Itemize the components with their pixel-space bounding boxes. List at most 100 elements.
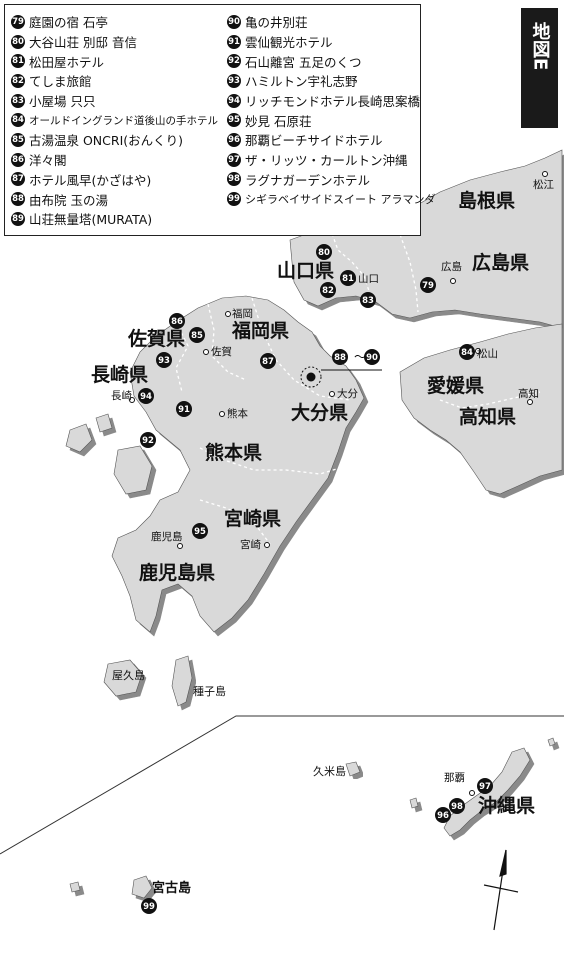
marker-95[interactable]: 95 <box>192 523 208 539</box>
svg-text:92: 92 <box>142 436 154 446</box>
pref-kumamoto: 熊本県 <box>205 441 262 464</box>
pref-saga: 佐賀県 <box>127 327 185 350</box>
city-nagasaki: 長崎 <box>111 389 132 402</box>
legend-item[interactable]: 91 雲仙観光ホテル <box>227 32 436 52</box>
legend-item[interactable]: 97 ザ・リッツ・カールトン沖縄 <box>227 150 436 170</box>
svg-text:86: 86 <box>171 317 183 327</box>
legend-name: オールドイングランド道後山の手ホテル <box>29 114 218 127</box>
marker-84[interactable]: 84 <box>459 344 475 360</box>
legend-name: ホテル風早(かざはや) <box>29 172 152 188</box>
pref-miyazaki: 宮崎県 <box>224 507 281 530</box>
legend-item[interactable]: 86 洋々閣 <box>11 150 218 170</box>
marker-86[interactable]: 86 <box>169 313 185 329</box>
yufuin-pointer: 〜 <box>300 350 382 388</box>
marker-80[interactable]: 80 <box>316 244 332 260</box>
legend-name: 古湯温泉 ONCRI(おんくり) <box>29 133 184 149</box>
svg-text:82: 82 <box>322 286 334 296</box>
legend-number: 95 <box>227 113 241 128</box>
legend-item[interactable]: 95 妙見 石原荘 <box>227 110 436 130</box>
legend-item[interactable]: 96 那覇ビーチサイドホテル <box>227 130 436 150</box>
marker-97[interactable]: 97 <box>477 778 493 794</box>
map-label: 地図E <box>529 22 551 71</box>
tanegashima-island <box>171 655 193 707</box>
legend-item[interactable]: 81 松田屋ホテル <box>11 51 218 71</box>
legend-column-right: 90 亀の井別荘 91 雲仙観光ホテル 92 石山離宮 五足のくつ 93 ハミルトン宇礼… <box>227 12 436 209</box>
marker-98[interactable]: 98 <box>449 798 465 814</box>
city-hiroshima: 広島 <box>441 260 462 273</box>
legend-name: リッチモンドホテル長崎思案橋 <box>245 94 421 110</box>
kumejima-island <box>345 761 361 777</box>
legend-item[interactable]: 93 ハミルトン宇礼志野 <box>227 71 436 91</box>
marker-90[interactable]: 90 <box>364 349 380 365</box>
okinawa-small-islets <box>69 737 556 893</box>
legend-item[interactable]: 83 小屋場 只只 <box>11 91 218 111</box>
legend-number: 81 <box>11 54 25 69</box>
legend-number: 86 <box>11 152 25 167</box>
legend-number: 82 <box>11 73 25 88</box>
marker-93[interactable]: 93 <box>156 352 172 368</box>
svg-text:84: 84 <box>461 348 473 358</box>
okinawa-inset-divider <box>0 715 564 855</box>
pref-hiroshima: 広島県 <box>472 251 529 274</box>
shikoku-landmass <box>399 323 563 495</box>
legend-name: ザ・リッツ・カールトン沖縄 <box>245 153 408 169</box>
legend-item[interactable]: 82 てしま旅館 <box>11 71 218 91</box>
marker-91[interactable]: 91 <box>176 401 192 417</box>
city-kagoshima: 鹿児島 <box>151 530 183 543</box>
legend-item[interactable]: 89 山荘無量塔(MURATA) <box>11 209 218 229</box>
legend-item[interactable]: 92 石山離宮 五足のくつ <box>227 51 436 71</box>
svg-text:88: 88 <box>334 353 346 363</box>
legend-item[interactable]: 79 庭園の宿 石亭 <box>11 12 218 32</box>
marker-82[interactable]: 82 <box>320 282 336 298</box>
svg-text:79: 79 <box>422 281 434 291</box>
legend-name: 山荘無量塔(MURATA) <box>29 212 153 228</box>
legend-item[interactable]: 98 ラグナガーデンホテル <box>227 170 436 190</box>
legend-column-left: 79 庭園の宿 石亭 80 大谷山荘 別邸 音信 81 松田屋ホテル 82 てしま旅館 … <box>11 12 218 229</box>
svg-text:97: 97 <box>479 782 491 792</box>
city-saga: 佐賀 <box>211 345 232 358</box>
legend-name: ラグナガーデンホテル <box>245 172 371 188</box>
pref-okinawa: 沖縄県 <box>478 794 535 817</box>
marker-87[interactable]: 87 <box>260 353 276 369</box>
pref-oita: 大分県 <box>291 401 348 424</box>
marker-83[interactable]: 83 <box>360 292 376 308</box>
city-oita: 大分 <box>337 387 358 400</box>
legend-name: 庭園の宿 石亭 <box>29 15 108 31</box>
island-tanegashima: 種子島 <box>193 684 226 698</box>
legend-item[interactable]: 99 シギラベイサイドスイート アラマンダ <box>227 189 436 209</box>
marker-79[interactable]: 79 <box>420 277 436 293</box>
marker-88[interactable]: 88 <box>332 349 348 365</box>
marker-99[interactable]: 99 <box>141 898 157 914</box>
legend-item[interactable]: 80 大谷山荘 別邸 音信 <box>11 32 218 52</box>
legend-name: てしま旅館 <box>29 74 92 90</box>
yakushima-island <box>103 659 143 697</box>
legend-box: 79 庭園の宿 石亭 80 大谷山荘 別邸 音信 81 松田屋ホテル 82 てしま旅館 … <box>4 4 436 236</box>
legend-name: 由布院 玉の湯 <box>29 192 108 208</box>
legend-item[interactable]: 87 ホテル風早(かざはや) <box>11 170 218 190</box>
legend-item[interactable]: 85 古湯温泉 ONCRI(おんくり) <box>11 130 218 150</box>
svg-text:99: 99 <box>143 902 155 912</box>
svg-text:85: 85 <box>191 331 203 341</box>
legend-item[interactable]: 88 由布院 玉の湯 <box>11 189 218 209</box>
marker-85[interactable]: 85 <box>189 327 205 343</box>
marker-96[interactable]: 96 <box>435 807 451 823</box>
city-kochi: 高知 <box>518 387 539 400</box>
legend-name: シギラベイサイドスイート アラマンダ <box>245 193 436 207</box>
marker-92[interactable]: 92 <box>140 432 156 448</box>
svg-text:83: 83 <box>362 296 374 306</box>
legend-item[interactable]: 94 リッチモンドホテル長崎思案橋 <box>227 91 436 111</box>
legend-name: ハミルトン宇礼志野 <box>245 74 358 90</box>
pref-kochi: 高知県 <box>459 405 516 428</box>
goto-islands <box>65 413 113 453</box>
marker-94[interactable]: 94 <box>138 388 154 404</box>
legend-item[interactable]: 84 オールドイングランド道後山の手ホテル <box>11 110 218 130</box>
marker-81[interactable]: 81 <box>340 270 356 286</box>
legend-item[interactable]: 90 亀の井別荘 <box>227 12 436 32</box>
legend-name: 松田屋ホテル <box>29 54 105 70</box>
svg-text:87: 87 <box>262 357 274 367</box>
svg-text:94: 94 <box>140 392 152 402</box>
legend-name: 亀の井別荘 <box>245 15 308 31</box>
amakusa-islands <box>113 445 153 495</box>
city-miyazaki: 宮崎 <box>240 538 261 551</box>
